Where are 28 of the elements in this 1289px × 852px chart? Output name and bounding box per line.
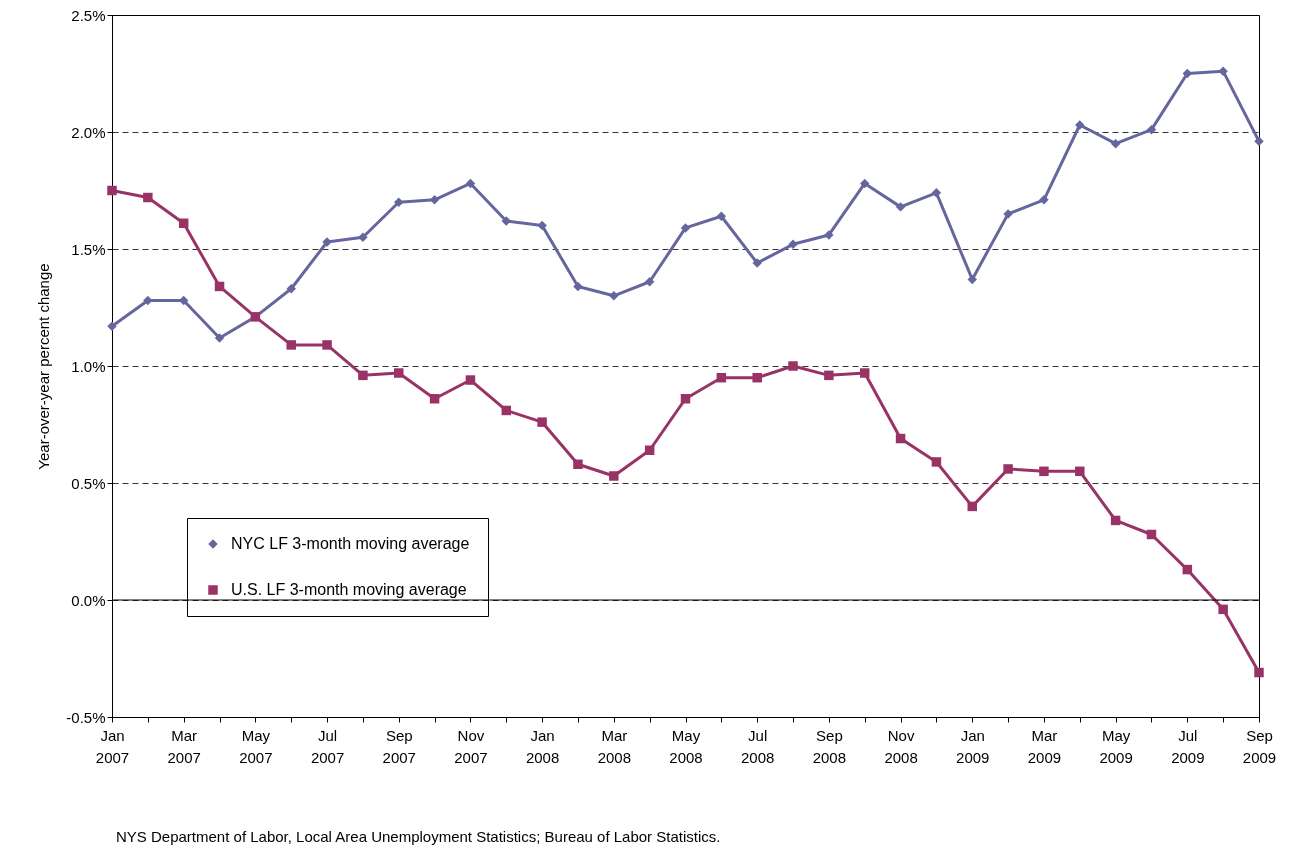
x-tick-label: Jul 2008 — [741, 726, 775, 766]
x-tick-label: Jan 2007 — [95, 726, 130, 766]
x-tick-label: Mar 2008 — [597, 726, 631, 766]
x-tick-label: Jul 2007 — [310, 726, 345, 766]
y-tick-label: 0.5% — [71, 474, 106, 492]
y-tick-label: 1.5% — [71, 240, 106, 258]
y-tick-label: 2.5% — [71, 6, 106, 24]
x-tick-label: Mar 2009 — [1027, 726, 1062, 766]
x-tick-label: Sep 2007 — [382, 726, 416, 766]
y-tick-label: -0.5% — [66, 708, 106, 726]
x-tick-label: Sep 2008 — [812, 726, 847, 766]
y-tick-label: 0.0% — [71, 591, 106, 609]
y-tick-label: 2.0% — [71, 123, 106, 141]
x-tick-label: Nov 2007 — [454, 726, 488, 766]
legend-label: U.S. LF 3-month moving average — [231, 581, 467, 598]
x-tick-label: May 2008 — [669, 726, 703, 766]
x-tick-label: Jan 2009 — [956, 726, 990, 766]
text: NYS Department of Labor, Local Area Unemployment Statistics; Bureau of Labor Statistics. — [116, 828, 721, 845]
y-axis-title: Year-over-year percent change — [35, 263, 53, 470]
legend-label: NYC LF 3-month moving average — [231, 535, 470, 552]
x-tick-label: Nov 2008 — [884, 726, 918, 766]
x-tick-label: Sep 2009 — [1242, 726, 1277, 766]
x-tick-label: Mar 2007 — [167, 726, 201, 766]
y-tick-label: 1.0% — [71, 357, 106, 375]
x-tick-label: Jul 2009 — [1171, 726, 1205, 766]
x-tick-label: May 2009 — [1099, 726, 1133, 766]
x-tick-label: May 2007 — [239, 726, 273, 766]
x-tick-label: Jan 2008 — [525, 726, 560, 766]
